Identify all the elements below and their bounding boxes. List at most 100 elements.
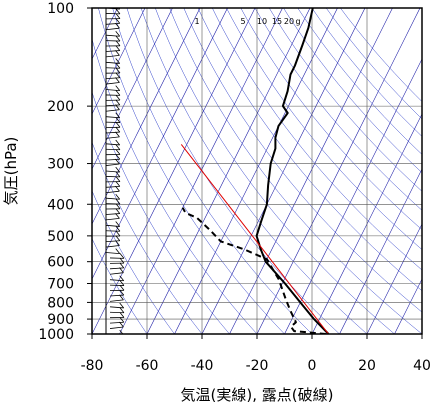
wind-barb xyxy=(109,326,124,329)
wind-barb-flag xyxy=(115,203,121,210)
wind-barb xyxy=(105,217,120,221)
wind-barb-flag xyxy=(115,230,121,237)
wind-barb xyxy=(109,299,124,302)
wind-barb xyxy=(105,116,120,119)
reference-curve xyxy=(140,8,368,334)
y-tick-label: 800 xyxy=(47,295,74,311)
wind-barb xyxy=(105,23,120,25)
wind-barb-flag xyxy=(115,13,121,19)
wind-barb xyxy=(105,213,120,215)
wind-barb-flag xyxy=(119,307,125,313)
y-tick-label: 600 xyxy=(47,255,74,271)
isotherm-line xyxy=(256,8,421,334)
isotherm-line xyxy=(146,8,311,334)
reference-curve xyxy=(112,8,313,334)
wind-barb xyxy=(109,321,124,324)
reference-curve xyxy=(197,8,422,292)
mixing-ratio-label: g xyxy=(295,17,300,26)
dewpoint-line xyxy=(181,207,326,334)
mixing-ratio-label: 10 xyxy=(257,17,267,26)
reference-curve xyxy=(254,8,422,211)
reference-curve xyxy=(311,8,422,137)
x-tick-label: -60 xyxy=(136,358,159,374)
wind-barb-flag xyxy=(115,221,121,227)
reference-curve xyxy=(283,8,422,174)
wind-barb xyxy=(105,240,120,243)
reference-curve xyxy=(126,8,340,334)
wind-barb-flag xyxy=(115,18,121,24)
data-series xyxy=(180,8,330,334)
isotherm-line xyxy=(421,333,422,334)
wind-barb-flag xyxy=(119,321,124,328)
wind-barb-flag xyxy=(115,67,121,74)
wind-barb-flag xyxy=(119,329,124,334)
wind-barb xyxy=(109,272,124,275)
reference-curve xyxy=(297,8,422,155)
y-tick-label: 100 xyxy=(47,1,74,17)
grid-lines xyxy=(92,8,422,334)
wind-barb-flag xyxy=(115,99,121,106)
wind-barb xyxy=(105,224,120,227)
wind-barb xyxy=(109,279,124,282)
y-tick-label: 700 xyxy=(47,277,74,293)
wind-barb-flag xyxy=(115,248,121,254)
wind-barb xyxy=(105,50,120,52)
wind-barb-flag xyxy=(115,181,121,187)
wind-barb xyxy=(105,136,120,139)
wind-barb-flag xyxy=(115,58,121,64)
wind-barb-flag xyxy=(115,139,121,146)
wind-barb xyxy=(105,82,120,85)
isotherm-line xyxy=(366,223,422,334)
reference-curve xyxy=(340,8,422,102)
reference-curve xyxy=(183,8,422,313)
wind-barb-flag xyxy=(115,22,120,29)
wind-barb-flag xyxy=(119,257,125,264)
wind-barb-flag xyxy=(115,213,120,219)
y-axis-label: 気圧(hPa) xyxy=(2,137,20,206)
wind-barbs xyxy=(105,8,125,334)
wind-barb xyxy=(105,131,120,134)
wind-barb-flag xyxy=(115,62,121,69)
isotherm-line xyxy=(339,168,422,334)
wind-barb xyxy=(105,89,120,92)
y-tick-label: 1000 xyxy=(38,327,74,343)
isotherm-line xyxy=(92,8,173,170)
isotherm-line xyxy=(92,8,146,115)
wind-barb-flag xyxy=(115,104,120,110)
wind-barb xyxy=(105,143,120,146)
isotherm-line xyxy=(92,8,228,280)
mixing-ratio-label: 15 xyxy=(272,17,282,26)
wind-barb-flag xyxy=(115,240,120,246)
wind-barb-flag xyxy=(119,302,125,309)
wind-barb xyxy=(109,267,124,270)
isotherm-line xyxy=(229,8,393,334)
reference-curve xyxy=(92,141,203,334)
wind-barb-flag xyxy=(119,289,125,296)
parcel-line xyxy=(180,144,329,334)
reference-curve xyxy=(268,8,422,192)
wind-barb xyxy=(105,54,120,58)
wind-barb-flag xyxy=(115,185,120,192)
wind-barb xyxy=(105,252,120,255)
wind-barb-flag xyxy=(115,8,121,15)
isotherm-line xyxy=(201,8,366,334)
wind-barb-flag xyxy=(115,171,121,178)
wind-barb xyxy=(105,34,120,37)
wind-barb-flag xyxy=(115,112,121,119)
wind-barb xyxy=(105,245,120,248)
wind-barb-flag xyxy=(119,262,125,269)
wind-barb-flag xyxy=(115,35,121,42)
wind-barb xyxy=(105,109,120,112)
wind-barb-flag xyxy=(115,144,121,150)
reference-curve xyxy=(92,91,230,334)
wind-barb xyxy=(105,77,120,80)
wind-barb-flag xyxy=(115,40,121,47)
wind-barb-flag xyxy=(115,225,121,232)
mixing-ratio-label: 20 xyxy=(284,17,294,26)
reference-curve xyxy=(240,8,422,231)
x-tick-label: -80 xyxy=(81,358,104,374)
wind-barb-flag xyxy=(115,31,121,37)
wind-barb-flag xyxy=(119,275,125,282)
wind-barb-flag xyxy=(119,285,125,291)
